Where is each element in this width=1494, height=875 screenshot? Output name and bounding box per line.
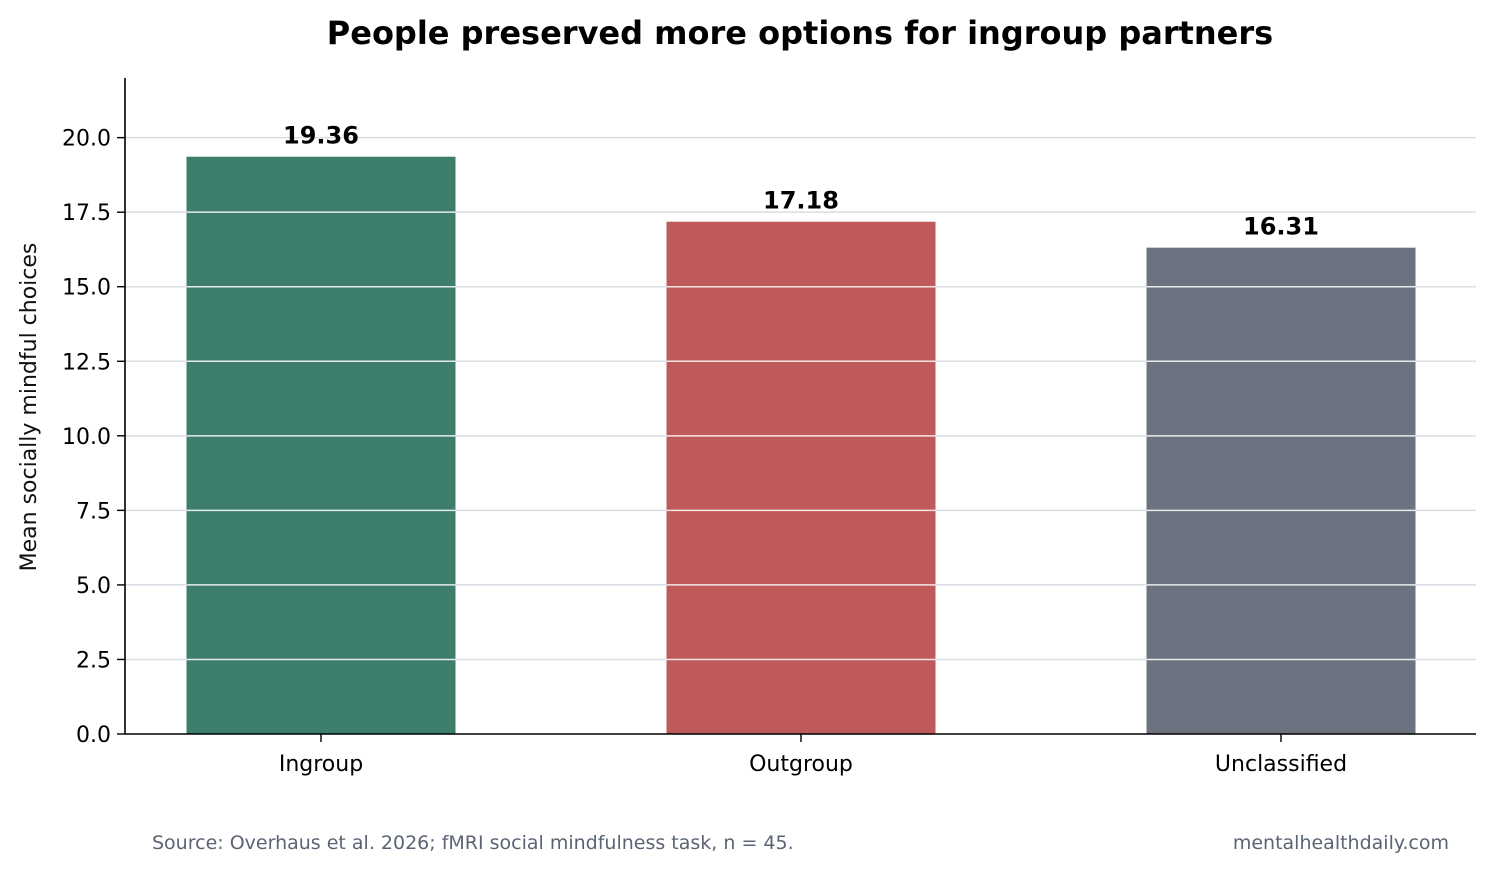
y-tick-label: 12.5 [62, 350, 111, 375]
bars [186, 156, 1416, 735]
value-labels: 19.36 17.18 16.31 [283, 122, 1319, 241]
bar-ingroup [186, 156, 456, 735]
y-tick-label: 10.0 [62, 425, 111, 450]
x-tick-label: Ingroup [279, 752, 363, 777]
bar-unclassified [1146, 247, 1416, 734]
value-label: 17.18 [763, 187, 839, 215]
y-tick-label: 17.5 [62, 201, 111, 226]
y-tick-label: 0.0 [76, 723, 111, 748]
value-label: 16.31 [1243, 213, 1319, 241]
x-tick-label: Unclassified [1215, 752, 1347, 777]
bar-outgroup [666, 221, 936, 734]
y-axis-label: Mean socially mindful choices [17, 243, 42, 572]
x-tick-label: Outgroup [749, 752, 853, 777]
y-tick-label: 5.0 [76, 574, 111, 599]
chart-title: People preserved more options for ingrou… [327, 14, 1273, 52]
value-label: 19.36 [283, 122, 359, 150]
y-tick-label: 15.0 [62, 276, 111, 301]
y-tick-label: 20.0 [62, 127, 111, 152]
y-tick-label: 2.5 [76, 648, 111, 673]
source-note: Source: Overhaus et al. 2026; fMRI socia… [152, 832, 794, 854]
site-credit: mentalhealthdaily.com [1232, 832, 1449, 854]
y-tick-label: 7.5 [76, 499, 111, 524]
y-ticks: 0.0 2.5 5.0 7.5 10.0 12.5 15.0 17.5 20.0 [62, 127, 125, 748]
x-ticks: Ingroup Outgroup Unclassified [279, 734, 1347, 777]
